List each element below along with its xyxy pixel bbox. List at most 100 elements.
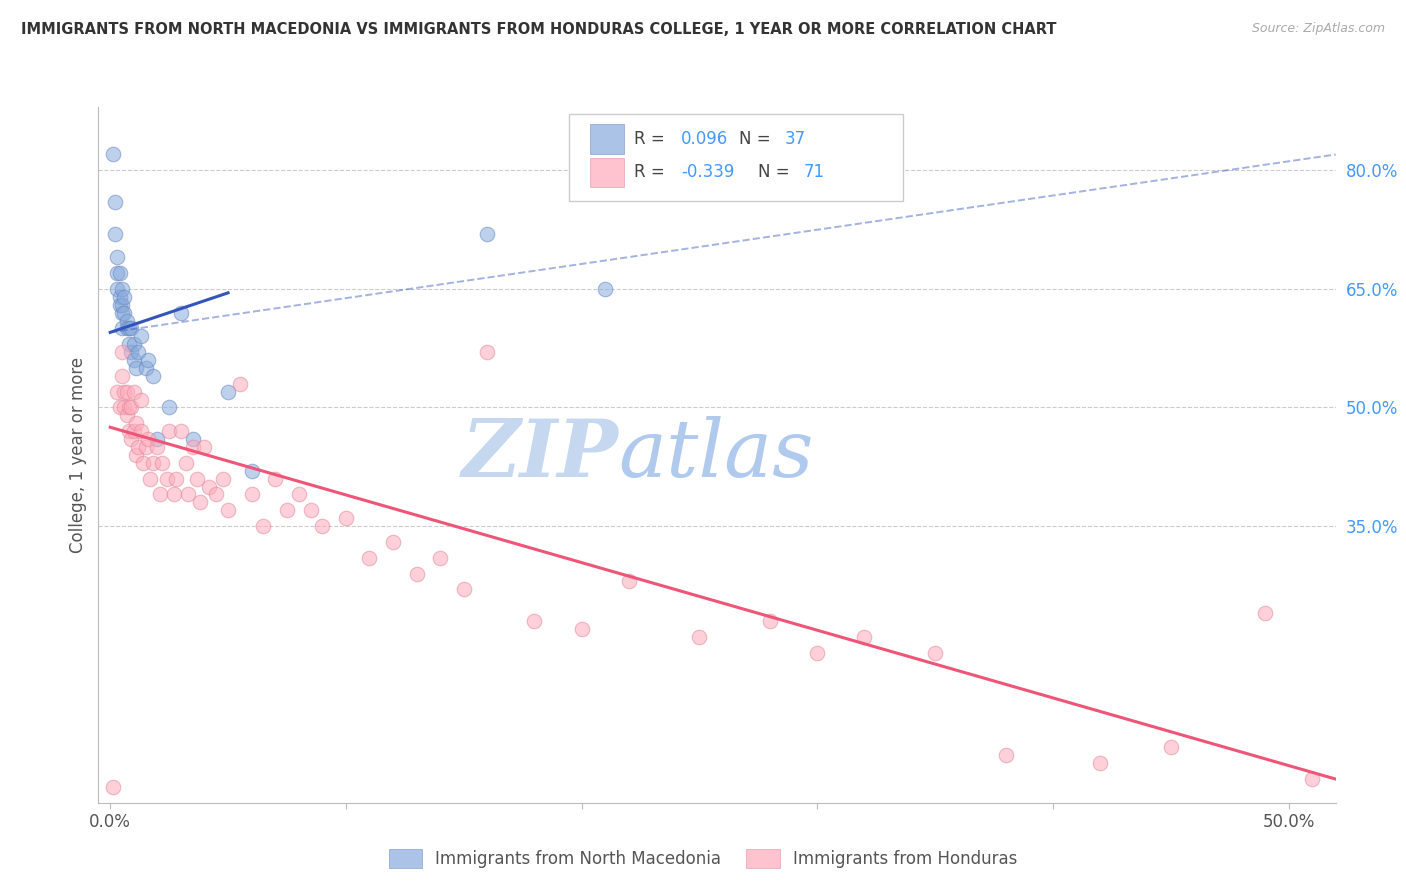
Point: [108, 266, 131, 280]
Point: [142, 368, 165, 383]
Point: [217, 503, 239, 517]
Point: [127, 440, 149, 454]
Point: [177, 487, 200, 501]
Point: [122, 384, 145, 399]
Point: [359, 550, 381, 565]
Point: [101, 780, 124, 794]
Text: N =: N =: [758, 163, 790, 181]
Text: R =: R =: [634, 163, 665, 181]
Point: [759, 614, 782, 628]
Point: [264, 472, 287, 486]
Point: [112, 305, 135, 319]
Point: [105, 266, 128, 280]
Point: [382, 534, 405, 549]
Point: [477, 227, 499, 241]
Point: [125, 360, 148, 375]
Point: [229, 376, 252, 391]
Point: [122, 424, 145, 438]
Point: [299, 503, 322, 517]
Point: [129, 424, 152, 438]
Text: atlas: atlas: [619, 417, 814, 493]
Point: [115, 313, 138, 327]
Point: [104, 194, 127, 209]
Point: [688, 630, 710, 644]
Point: [157, 424, 180, 438]
Point: [104, 227, 127, 241]
Legend: Immigrants from North Macedonia, Immigrants from Honduras: Immigrants from North Macedonia, Immigra…: [382, 842, 1024, 875]
Point: [276, 503, 298, 517]
Point: [174, 456, 197, 470]
Point: [405, 566, 427, 581]
Point: [120, 321, 142, 335]
Point: [120, 432, 142, 446]
Point: [193, 440, 215, 454]
Point: [429, 550, 451, 565]
Text: N =: N =: [740, 130, 770, 148]
Point: [453, 582, 475, 597]
Point: [120, 345, 142, 359]
Text: 37: 37: [785, 130, 806, 148]
Text: IMMIGRANTS FROM NORTH MACEDONIA VS IMMIGRANTS FROM HONDURAS COLLEGE, 1 YEAR OR M: IMMIGRANTS FROM NORTH MACEDONIA VS IMMIG…: [21, 22, 1056, 37]
Point: [139, 472, 162, 486]
Point: [181, 440, 204, 454]
Point: [186, 472, 208, 486]
Point: [129, 392, 152, 407]
Point: [156, 472, 179, 486]
Point: [125, 448, 148, 462]
Point: [129, 329, 152, 343]
Point: [1160, 740, 1182, 755]
Text: Source: ZipAtlas.com: Source: ZipAtlas.com: [1251, 22, 1385, 36]
Point: [127, 345, 149, 359]
Point: [150, 456, 173, 470]
FancyBboxPatch shape: [589, 124, 624, 153]
Point: [287, 487, 309, 501]
Point: [523, 614, 546, 628]
Point: [122, 353, 145, 368]
Point: [146, 432, 169, 446]
Point: [115, 321, 138, 335]
Point: [125, 417, 148, 431]
Point: [135, 360, 157, 375]
Text: 0.096: 0.096: [681, 130, 728, 148]
Point: [115, 384, 138, 399]
FancyBboxPatch shape: [589, 158, 624, 187]
Text: -0.339: -0.339: [681, 163, 734, 181]
Point: [806, 646, 828, 660]
Point: [593, 282, 616, 296]
Point: [240, 464, 263, 478]
Point: [115, 409, 138, 423]
Point: [994, 748, 1017, 763]
Point: [252, 519, 274, 533]
Point: [118, 424, 141, 438]
Point: [118, 337, 141, 351]
Point: [105, 282, 128, 296]
Point: [111, 321, 134, 335]
Point: [217, 384, 239, 399]
Point: [136, 432, 159, 446]
Point: [198, 479, 221, 493]
Point: [108, 298, 131, 312]
Point: [112, 290, 135, 304]
Point: [112, 401, 135, 415]
Point: [571, 622, 593, 636]
Point: [1254, 606, 1277, 620]
Text: R =: R =: [634, 130, 665, 148]
Point: [165, 472, 187, 486]
Point: [149, 487, 172, 501]
Point: [105, 384, 128, 399]
Point: [135, 440, 157, 454]
Point: [311, 519, 333, 533]
Point: [111, 368, 134, 383]
Point: [188, 495, 211, 509]
Point: [118, 401, 141, 415]
Point: [101, 147, 124, 161]
Point: [1088, 756, 1111, 771]
Point: [111, 298, 134, 312]
Point: [142, 456, 165, 470]
Point: [205, 487, 228, 501]
Point: [111, 282, 134, 296]
Point: [122, 337, 145, 351]
Point: [108, 290, 131, 304]
Point: [146, 440, 169, 454]
Point: [212, 472, 235, 486]
